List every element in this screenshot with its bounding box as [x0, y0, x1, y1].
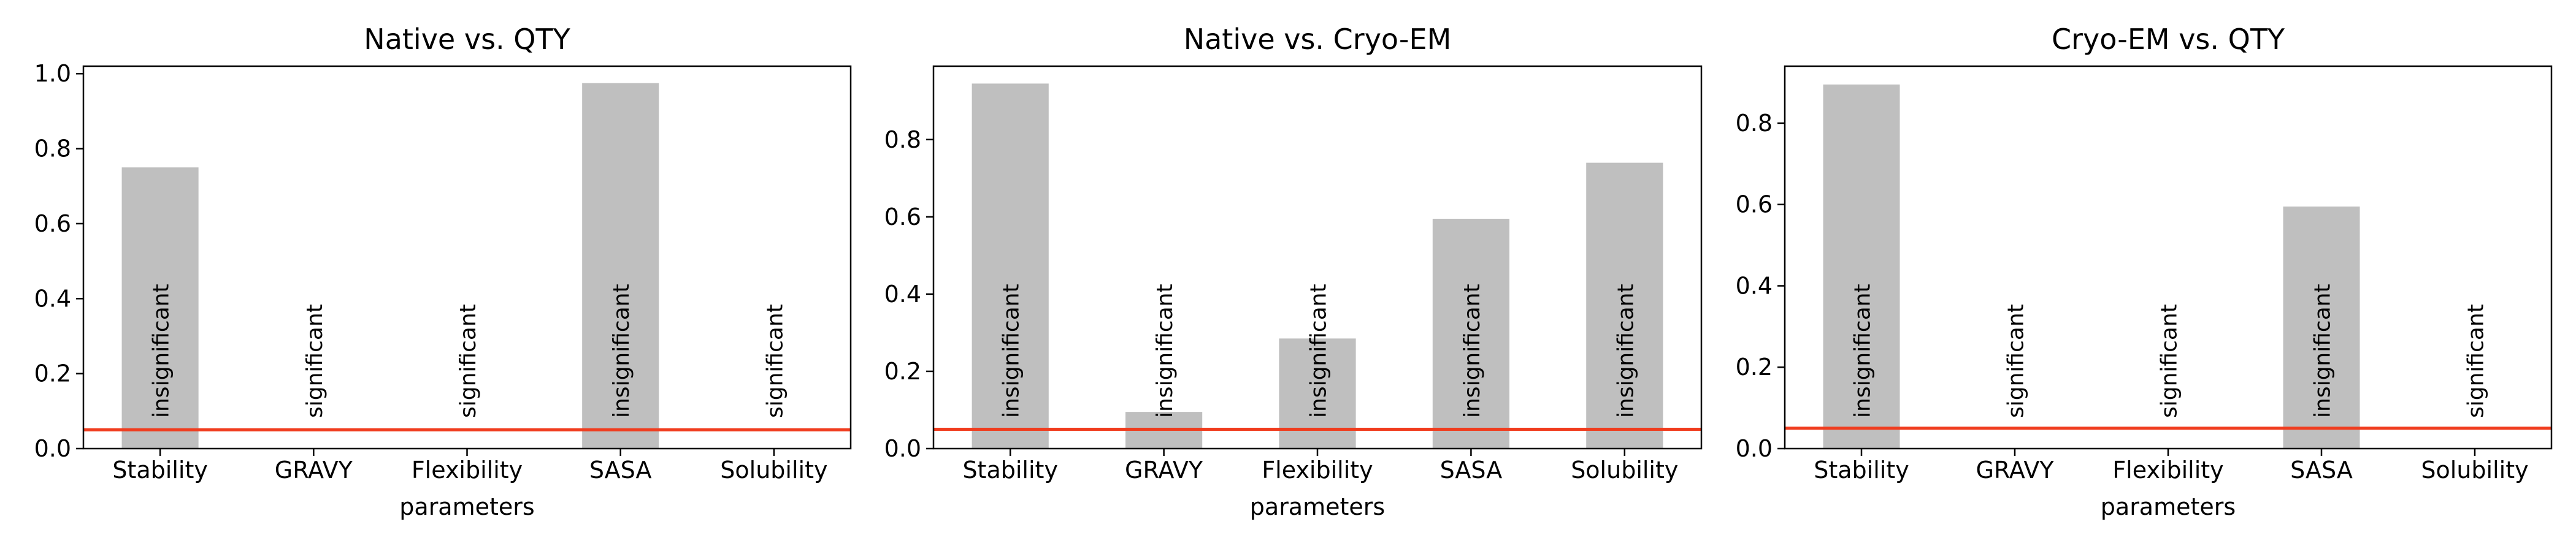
x-tick-label: SASA	[589, 457, 652, 484]
y-tick-label: 0.8	[884, 126, 921, 153]
x-tick-label: GRAVY	[1976, 457, 2054, 484]
subplot-2: insignificant insignificant insignificant i…	[884, 23, 1703, 520]
x-axis-label: parameters	[1250, 493, 1385, 520]
x-tick-label: Solubility	[720, 457, 827, 484]
bar-label: insignificant	[1850, 284, 1876, 418]
y-tick-label: 0.2	[884, 358, 921, 385]
x-axis-label: parameters	[399, 493, 534, 520]
bar-label: insignificant	[1306, 284, 1332, 418]
x-tick-label: Solubility	[1571, 457, 1678, 484]
x-tick-label: SASA	[1440, 457, 1503, 484]
y-tick-label: 0.8	[34, 135, 71, 162]
x-tick-label: Solubility	[2421, 457, 2528, 484]
bar-sasa	[582, 83, 659, 449]
y-tick-label: 0.4	[1736, 272, 1773, 299]
x-tick-label: GRAVY	[275, 457, 353, 484]
bar-label: insignificant	[1460, 284, 1485, 418]
y-tick-label: 1.0	[34, 60, 71, 87]
bar-label: insignificant	[1152, 284, 1178, 418]
bar-label: significant	[762, 304, 788, 418]
y-tick-label: 0.6	[34, 210, 71, 237]
bar-sasa	[1432, 218, 1509, 449]
subplot-1: insignificant significant significant insig…	[34, 23, 852, 520]
y-tick-label: 0.0	[34, 435, 71, 462]
y-tick-label: 0.0	[884, 435, 921, 462]
bar-label: significant	[302, 304, 328, 418]
y-tick-label: 0.2	[1736, 354, 1773, 381]
bar-label: insignificant	[999, 284, 1024, 418]
bar-label: significant	[2157, 304, 2182, 418]
bar-label: significant	[2004, 304, 2029, 418]
x-tick-label: SASA	[2290, 457, 2353, 484]
y-tick-label: 0.0	[1736, 435, 1773, 462]
bar-label: insignificant	[149, 284, 174, 418]
x-tick-label: Flexibility	[412, 457, 523, 484]
y-tick-label: 0.4	[34, 285, 71, 312]
subplot-3: insignificant significant significant insig…	[1736, 23, 2553, 520]
bar-label: insignificant	[609, 284, 634, 418]
chart-title: Cryo-EM vs. QTY	[2052, 23, 2285, 56]
y-tick-label: 0.8	[1736, 110, 1773, 137]
bar-stability	[121, 167, 199, 449]
chart-title: Native vs. Cryo-EM	[1184, 23, 1452, 56]
x-tick-label: Flexibility	[2112, 457, 2223, 484]
bar-label: insignificant	[1613, 284, 1638, 418]
y-tick-label: 0.6	[1736, 191, 1773, 218]
y-tick-label: 0.2	[34, 360, 71, 387]
bar-sasa	[2283, 207, 2360, 449]
y-tick-label: 0.4	[884, 281, 921, 308]
bar-stability	[972, 83, 1049, 449]
chart-title: Native vs. QTY	[364, 23, 570, 56]
x-tick-label: GRAVY	[1125, 457, 1203, 484]
bar-label: insignificant	[2310, 284, 2336, 418]
x-tick-label: Stability	[1814, 457, 1909, 484]
bar-solubility	[1586, 162, 1663, 449]
x-tick-label: Stability	[962, 457, 1058, 484]
bar-label: significant	[2464, 304, 2489, 418]
x-axis-label: parameters	[2101, 493, 2236, 520]
bar-stability	[1823, 84, 1900, 449]
bar-label: significant	[456, 304, 481, 418]
x-tick-label: Stability	[112, 457, 208, 484]
x-tick-label: Flexibility	[1262, 457, 1373, 484]
y-tick-label: 0.6	[884, 203, 921, 230]
